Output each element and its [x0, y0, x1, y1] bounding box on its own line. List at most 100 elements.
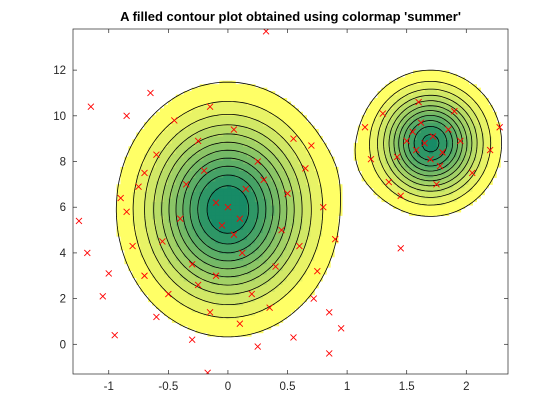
contour-band-cell: [215, 280, 220, 285]
contour-band-cell: [140, 184, 145, 189]
contour-band-cell: [227, 177, 232, 182]
contour-band-cell: [156, 201, 161, 206]
contour-band-cell: [286, 125, 292, 130]
contour-band-cell: [148, 149, 153, 154]
contour-band-cell: [140, 215, 145, 220]
contour-band-cell: [270, 260, 276, 265]
contour-band-cell: [191, 125, 197, 130]
contour-band-cell: [274, 291, 280, 296]
contour-band-cell: [361, 146, 367, 151]
contour-band-cell: [310, 132, 315, 137]
contour-band-cell: [322, 215, 327, 220]
contour-band-cell: [207, 246, 212, 251]
contour-band-cell: [215, 201, 220, 206]
contour-band-cell: [409, 173, 414, 178]
contour-band-cell: [472, 142, 477, 147]
contour-band-cell: [298, 301, 303, 306]
contour-band-cell: [424, 104, 430, 109]
contour-band-cell: [377, 129, 383, 134]
contour-band-cell: [124, 156, 129, 161]
contour-band-cell: [132, 156, 137, 161]
contour-band-cell: [227, 305, 232, 310]
contour-band-cell: [464, 104, 470, 109]
contour-band-cell: [199, 167, 205, 172]
contour-band-cell: [282, 118, 288, 123]
contour-band-cell: [227, 156, 232, 161]
contour-band-cell: [171, 160, 177, 165]
contour-band-cell: [239, 253, 244, 258]
contour-band-cell: [270, 111, 276, 116]
contour-band-cell: [223, 153, 228, 158]
contour-band-cell: [215, 187, 220, 192]
contour-band-cell: [397, 204, 402, 209]
contour-band-cell: [389, 163, 394, 168]
contour-band-cell: [175, 280, 181, 285]
contour-band-cell: [215, 142, 220, 147]
contour-band-cell: [326, 204, 331, 209]
contour-band-cell: [199, 101, 205, 106]
contour-band-cell: [227, 311, 232, 316]
contour-band-cell: [286, 108, 292, 113]
contour-band-cell: [156, 267, 161, 272]
contour-band-cell: [330, 208, 335, 213]
contour-band-cell: [148, 160, 153, 165]
contour-band-cell: [318, 146, 323, 151]
contour-band-cell: [389, 91, 394, 96]
contour-band-cell: [270, 232, 276, 237]
contour-band-cell: [428, 84, 434, 89]
contour-band-cell: [314, 253, 319, 258]
contour-band-cell: [116, 229, 122, 234]
contour-band-cell: [247, 125, 252, 130]
contour-band-cell: [278, 291, 284, 296]
contour-band-cell: [160, 308, 165, 313]
contour-band-cell: [266, 218, 272, 223]
contour-band-cell: [373, 101, 379, 106]
contour-band-cell: [258, 108, 264, 113]
contour-band-cell: [476, 91, 481, 96]
contour-band-cell: [199, 163, 205, 168]
contour-band-cell: [496, 149, 501, 154]
contour-band-cell: [231, 311, 236, 316]
contour-band-cell: [322, 239, 327, 244]
contour-band-cell: [156, 139, 161, 144]
contour-band-cell: [464, 94, 470, 99]
contour-band-cell: [266, 277, 272, 282]
contour-band-cell: [163, 277, 169, 282]
contour-band-cell: [258, 156, 264, 161]
contour-band-cell: [310, 170, 315, 175]
contour-band-cell: [195, 108, 201, 113]
contour-band-cell: [417, 104, 422, 109]
contour-band-cell: [274, 201, 280, 206]
contour-band-cell: [421, 70, 426, 75]
y-tick-label: 12: [53, 65, 66, 77]
contour-band-cell: [476, 122, 481, 127]
contour-band-cell: [191, 215, 197, 220]
contour-band-cell: [496, 125, 501, 130]
contour-band-cell: [219, 142, 224, 147]
contour-band-cell: [424, 98, 430, 103]
contour-band-cell: [282, 218, 288, 223]
contour-band-cell: [286, 208, 292, 213]
contour-band-cell: [187, 242, 193, 247]
contour-band-cell: [219, 242, 224, 247]
contour-band-cell: [468, 153, 473, 158]
contour-band-cell: [227, 160, 232, 165]
contour-band-cell: [270, 132, 276, 137]
contour-band-cell: [231, 108, 236, 113]
contour-band-cell: [361, 135, 367, 140]
contour-band-cell: [175, 104, 181, 109]
contour-band-cell: [314, 135, 319, 140]
contour-band-cell: [163, 187, 169, 192]
contour-band-cell: [294, 191, 299, 196]
contour-band-cell: [171, 198, 177, 203]
contour-band-cell: [219, 277, 224, 282]
contour-band-cell: [274, 149, 280, 154]
contour-band-cell: [191, 153, 197, 158]
contour-band-cell: [254, 177, 260, 182]
contour-band-cell: [302, 236, 307, 241]
contour-band-cell: [215, 118, 220, 123]
contour-band-cell: [262, 246, 268, 251]
contour-band-cell: [160, 108, 165, 113]
contour-band-cell: [318, 236, 323, 241]
contour-band-cell: [171, 167, 177, 172]
